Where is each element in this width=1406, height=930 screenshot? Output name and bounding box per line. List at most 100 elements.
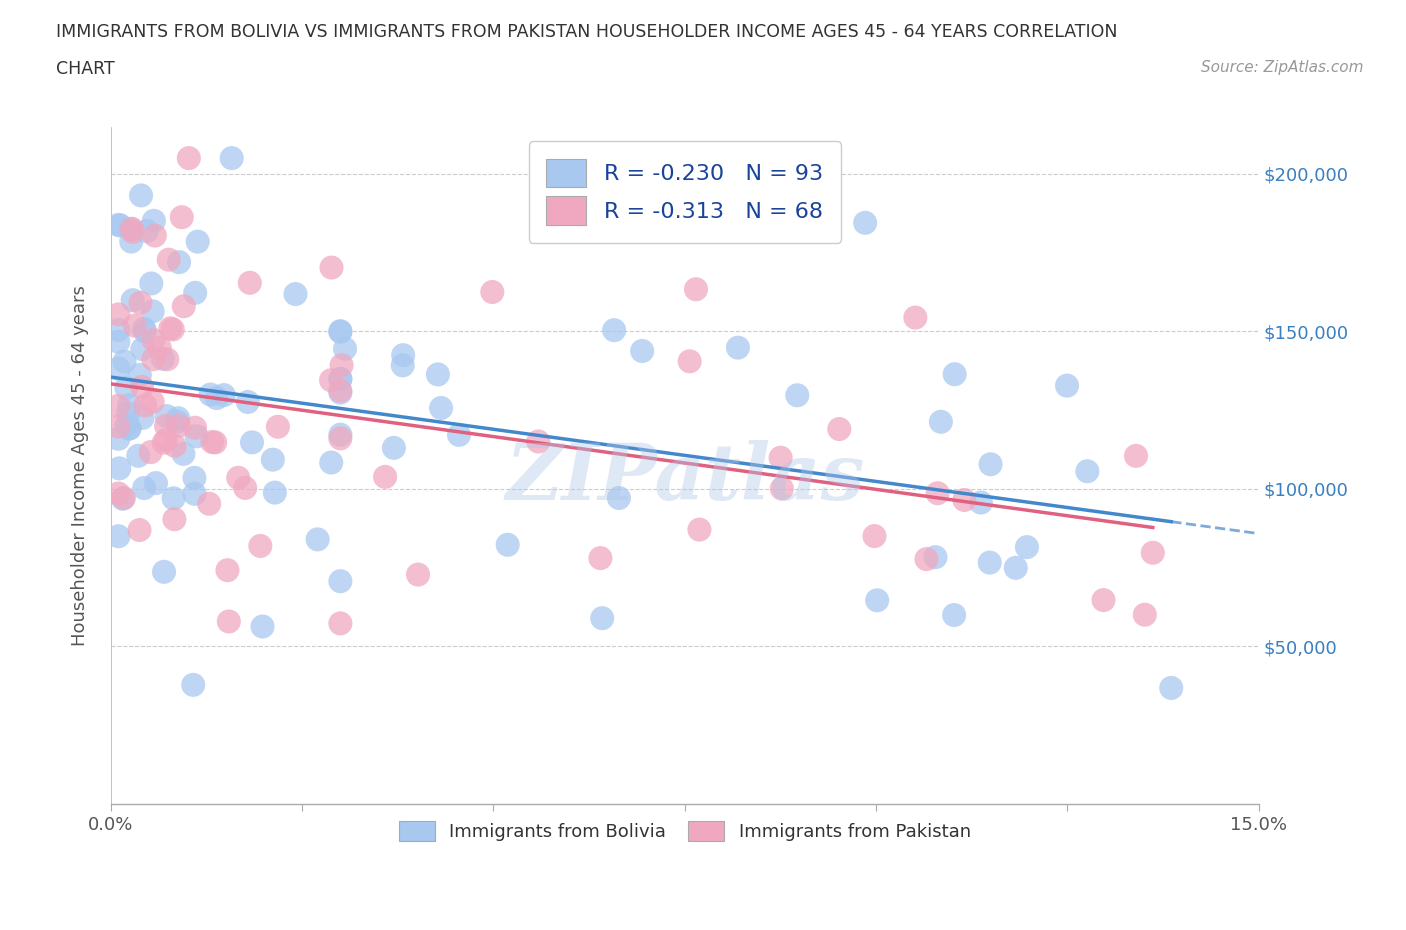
- Text: ZIPatlas: ZIPatlas: [505, 441, 865, 517]
- Point: [218, 614, 240, 629]
- Point: [329, 372, 352, 387]
- Point: [118, 421, 141, 436]
- Point: [157, 252, 180, 267]
- Point: [184, 286, 207, 300]
- Point: [217, 563, 239, 578]
- Point: [166, 414, 188, 429]
- Point: [177, 151, 200, 166]
- Point: [107, 334, 129, 349]
- Point: [391, 358, 413, 373]
- Point: [142, 352, 165, 366]
- Point: [853, 216, 876, 231]
- Point: [201, 434, 224, 449]
- Point: [107, 419, 129, 434]
- Point: [284, 286, 307, 301]
- Point: [1160, 681, 1182, 696]
- Point: [329, 324, 352, 339]
- Point: [727, 340, 749, 355]
- Point: [685, 282, 707, 297]
- Point: [607, 490, 630, 505]
- Point: [198, 497, 221, 512]
- Point: [187, 234, 209, 249]
- Point: [1076, 464, 1098, 479]
- Point: [107, 323, 129, 338]
- Point: [128, 523, 150, 538]
- Point: [159, 321, 181, 336]
- Point: [127, 448, 149, 463]
- Point: [167, 418, 190, 433]
- Point: [173, 299, 195, 313]
- Point: [631, 343, 654, 358]
- Point: [1056, 379, 1078, 393]
- Point: [1015, 539, 1038, 554]
- Text: CHART: CHART: [56, 60, 115, 78]
- Point: [117, 405, 139, 420]
- Point: [329, 427, 352, 442]
- Point: [252, 619, 274, 634]
- Point: [863, 528, 886, 543]
- Point: [904, 310, 927, 325]
- Point: [129, 188, 152, 203]
- Point: [321, 260, 343, 275]
- Point: [329, 383, 352, 398]
- Point: [769, 450, 792, 465]
- Point: [143, 228, 166, 243]
- Point: [329, 616, 352, 631]
- Point: [333, 341, 356, 356]
- Point: [124, 318, 146, 333]
- Point: [115, 418, 138, 432]
- Point: [142, 333, 165, 348]
- Point: [108, 218, 131, 232]
- Point: [770, 481, 793, 496]
- Point: [134, 325, 156, 339]
- Point: [828, 421, 851, 436]
- Point: [142, 304, 165, 319]
- Point: [129, 296, 152, 311]
- Point: [329, 371, 352, 386]
- Point: [221, 151, 243, 166]
- Point: [1142, 545, 1164, 560]
- Point: [953, 493, 976, 508]
- Point: [114, 354, 136, 369]
- Point: [115, 380, 138, 395]
- Point: [121, 224, 143, 239]
- Point: [1125, 448, 1147, 463]
- Point: [107, 529, 129, 544]
- Point: [430, 401, 453, 416]
- Text: Source: ZipAtlas.com: Source: ZipAtlas.com: [1201, 60, 1364, 75]
- Text: IMMIGRANTS FROM BOLIVIA VS IMMIGRANTS FROM PAKISTAN HOUSEHOLDER INCOME AGES 45 -: IMMIGRANTS FROM BOLIVIA VS IMMIGRANTS FR…: [56, 23, 1118, 41]
- Point: [162, 491, 184, 506]
- Point: [120, 234, 142, 249]
- Point: [240, 435, 263, 450]
- Point: [107, 307, 129, 322]
- Point: [183, 471, 205, 485]
- Point: [120, 222, 142, 237]
- Point: [152, 352, 174, 366]
- Point: [527, 434, 550, 449]
- Y-axis label: Householder Income Ages 45 - 64 years: Householder Income Ages 45 - 64 years: [72, 285, 89, 645]
- Point: [979, 555, 1001, 570]
- Point: [329, 325, 352, 339]
- Point: [943, 607, 966, 622]
- Point: [141, 276, 163, 291]
- Point: [406, 567, 429, 582]
- Point: [866, 593, 889, 608]
- Point: [163, 512, 186, 526]
- Point: [688, 522, 710, 537]
- Point: [329, 574, 352, 589]
- Point: [139, 445, 162, 459]
- Point: [329, 385, 352, 400]
- Point: [186, 429, 208, 444]
- Point: [496, 538, 519, 552]
- Point: [131, 410, 153, 425]
- Point: [481, 285, 503, 299]
- Point: [205, 391, 228, 405]
- Point: [591, 611, 613, 626]
- Point: [267, 419, 290, 434]
- Point: [321, 455, 343, 470]
- Point: [929, 415, 952, 430]
- Point: [924, 550, 946, 565]
- Point: [170, 210, 193, 225]
- Point: [118, 397, 141, 412]
- Point: [155, 418, 177, 433]
